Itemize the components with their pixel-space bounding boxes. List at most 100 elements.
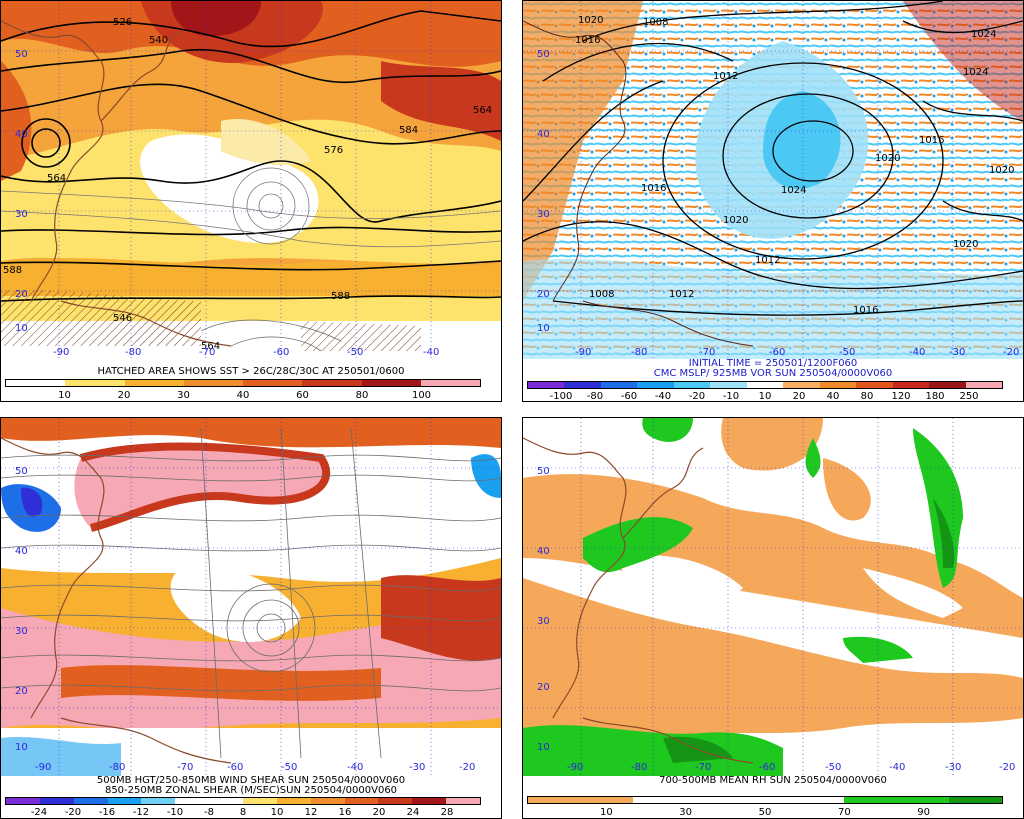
colorbar-swatch — [528, 382, 565, 388]
lat-label: 40 — [537, 129, 550, 140]
panel-500mb-height: 526 540 564 576 584 564 588 588 546 564 … — [0, 0, 502, 402]
isobar-label: 1008 — [589, 289, 614, 300]
panel-caption: 500MB HGT/250-850MB WIND SHEAR SUN 25050… — [96, 775, 406, 786]
isobar-label: 1016 — [919, 135, 944, 146]
lat-label: 40 — [15, 546, 28, 557]
colorbar-tick-label: -24 — [30, 807, 48, 818]
colorbar-swatch — [209, 798, 244, 804]
map-500mb-height: 526 540 564 576 584 564 588 588 546 564 … — [1, 1, 501, 359]
contour-label: 564 — [473, 105, 492, 116]
lat-label: 50 — [537, 49, 550, 60]
colorbar-swatch — [844, 797, 897, 803]
lon-label: -30 — [409, 762, 425, 773]
map-mslp-vorticity: 1020 1008 1016 1012 1024 1020 1016 1020 … — [523, 1, 1023, 359]
isobar-label: 1016 — [853, 305, 878, 316]
lon-label: -90 — [567, 762, 583, 773]
panel-mean-rh: 50 40 30 20 10 -90 -80 -70 -60 -50 -40 -… — [522, 417, 1024, 819]
isobar-label: 1012 — [755, 255, 780, 266]
contour-label: 576 — [324, 145, 343, 156]
lat-label: 30 — [15, 626, 28, 637]
colorbar-tick-label: -100 — [549, 391, 573, 402]
colorbar-swatch — [528, 797, 581, 803]
colorbar-swatch — [819, 382, 857, 388]
colorbar-tick-label: 250 — [959, 391, 979, 402]
colorbar-tick-label: 50 — [758, 807, 772, 818]
init-time-caption: INITIAL TIME = 250501/1200F060 — [688, 358, 858, 369]
lat-label: 30 — [537, 209, 550, 220]
lat-label: 50 — [15, 466, 28, 477]
colorbar-swatch — [856, 382, 893, 388]
lon-label: -80 — [631, 762, 647, 773]
colorbar-swatch — [344, 798, 379, 804]
colorbar-tick-label: 80 — [355, 390, 369, 401]
colorbar-tick-label: 24 — [406, 807, 420, 818]
colorbar-swatch — [141, 798, 176, 804]
lon-label: -40 — [889, 762, 905, 773]
colorbar-tick-label: 20 — [117, 390, 131, 401]
colorbar-tick-label: -8 — [204, 807, 214, 818]
colorbar-swatch — [175, 798, 210, 804]
lon-label: -20 — [459, 762, 475, 773]
colorbar-tick-label: 10 — [599, 807, 613, 818]
isobar-label: 1024 — [971, 29, 996, 40]
colorbar-swatch — [600, 382, 638, 388]
isobar-label: 1012 — [713, 71, 738, 82]
lon-label: -60 — [273, 347, 289, 358]
isobar-label: 1016 — [575, 35, 600, 46]
lat-label: 10 — [537, 323, 550, 334]
lon-label: -60 — [759, 762, 775, 773]
lon-label: -50 — [825, 762, 841, 773]
colorbar-swatch — [124, 380, 184, 386]
lon-label: -90 — [53, 347, 69, 358]
colorbar-swatch — [302, 380, 362, 386]
panel-caption: CMC MSLP/ 925MB VOR SUN 250504/0000V060 — [653, 368, 893, 379]
isobar-label: 1024 — [963, 67, 988, 78]
panel-wind-shear: 50 40 30 20 10 -90 -80 -70 -60 -50 -40 -… — [0, 417, 502, 819]
colorbar-swatch — [633, 797, 687, 803]
colorbar-tick-label: 40 — [826, 391, 840, 402]
lon-label: -80 — [125, 347, 141, 358]
colorbar-tick-label: -10 — [722, 391, 740, 402]
lat-label: 20 — [537, 289, 550, 300]
lon-label: -60 — [227, 762, 243, 773]
lat-label: 40 — [15, 129, 28, 140]
colorbar-swatch — [710, 382, 747, 388]
lon-label: -50 — [347, 347, 363, 358]
colorbar-tick-label: 30 — [679, 807, 693, 818]
colorbar-swatch — [637, 382, 674, 388]
isobar-label: 1008 — [643, 17, 668, 28]
colorbar-tick-label: 16 — [338, 807, 352, 818]
colorbar-swatch — [378, 798, 413, 804]
colorbar-tick-label: 20 — [792, 391, 806, 402]
colorbar-tick-label: -40 — [654, 391, 672, 402]
lat-label: 10 — [15, 323, 28, 334]
colorbar-tick-label: 10 — [758, 391, 772, 402]
lon-label: -20 — [1003, 347, 1019, 358]
colorbar-swatch — [446, 798, 481, 804]
colorbar-swatch — [791, 797, 845, 803]
colorbar — [5, 797, 481, 805]
colorbar-swatch — [39, 798, 74, 804]
colorbar-tick-label: 20 — [372, 807, 386, 818]
colorbar-tick-label: 120 — [891, 391, 911, 402]
colorbar-tick-label: 28 — [440, 807, 454, 818]
colorbar-swatch — [276, 798, 311, 804]
panel-caption: HATCHED AREA SHOWS SST > 26C/28C/30C AT … — [97, 366, 405, 377]
lon-label: -40 — [423, 347, 439, 358]
colorbar-tick-label: 180 — [925, 391, 945, 402]
lon-label: -40 — [909, 347, 925, 358]
colorbar-swatch — [896, 797, 950, 803]
isobar-label: 1020 — [578, 15, 603, 26]
colorbar-tick-label: -60 — [620, 391, 638, 402]
lon-label: -80 — [109, 762, 125, 773]
colorbar-tick-label: 12 — [304, 807, 318, 818]
map-mean-rh: 50 40 30 20 10 -90 -80 -70 -60 -50 -40 -… — [523, 418, 1023, 776]
colorbar-swatch — [6, 380, 66, 386]
colorbar-ticks: 10 20 30 40 60 80 100 — [1, 390, 501, 401]
contour-label: 588 — [331, 291, 350, 302]
contour-label: 584 — [399, 125, 418, 136]
panel-caption: 700-500MB MEAN RH SUN 250504/0000V060 — [659, 775, 887, 786]
colorbar-tick-label: -12 — [132, 807, 150, 818]
contour-label: 564 — [47, 173, 66, 184]
lon-label: -30 — [945, 762, 961, 773]
